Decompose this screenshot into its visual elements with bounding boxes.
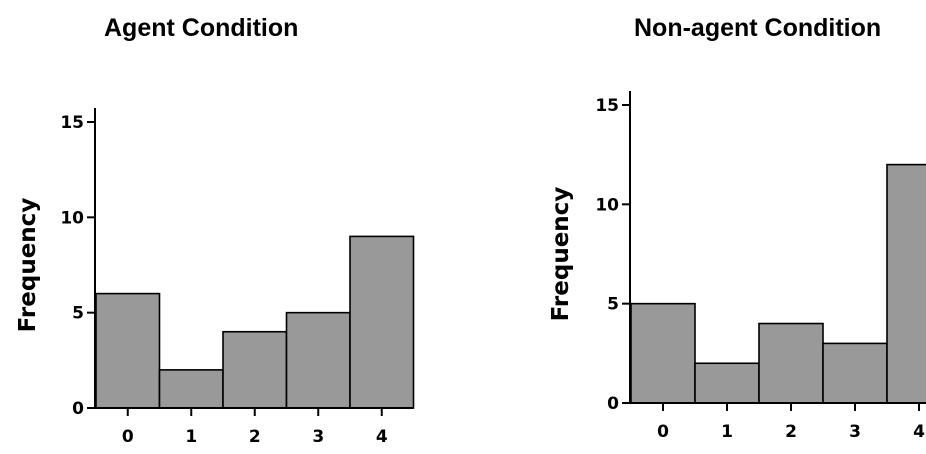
bars — [95, 235, 415, 409]
y-axis-label: Frequency — [548, 187, 574, 322]
agent-condition-plot: 0 5 10 15 0 1 2 3 4 Frequency — [15, 108, 415, 447]
chart-title: Non-agent Condition — [634, 14, 882, 42]
bar-3 — [822, 342, 888, 404]
bar-1 — [694, 362, 760, 404]
non-agent-condition-chart: Non-agent Condition 0 5 10 15 0 1 2 3 4 Frequency — [463, 0, 926, 454]
bar-2 — [222, 330, 288, 409]
y-tick-label: 5 — [607, 295, 619, 315]
chart-title: Agent Condition — [104, 14, 299, 42]
y-tick-label: 10 — [595, 195, 619, 215]
bar-0 — [95, 292, 161, 409]
x-tick-label: 0 — [122, 427, 134, 447]
bar-4 — [886, 163, 926, 404]
y-tick-label: 15 — [595, 96, 619, 116]
x-tick-label: 4 — [376, 427, 388, 447]
x-tick-label: 1 — [721, 422, 733, 442]
bar-4 — [349, 235, 415, 409]
bar-2 — [758, 322, 824, 404]
x-tick-label: 3 — [849, 422, 861, 442]
y-tick-label: 10 — [60, 208, 84, 228]
y-tick-label: 5 — [72, 304, 84, 324]
x-tick-label: 3 — [312, 427, 324, 447]
non-agent-condition-plot: 0 5 10 15 0 1 2 3 4 Frequency — [548, 91, 926, 442]
x-tick-label: 4 — [913, 422, 925, 442]
y-tick-label: 0 — [72, 399, 84, 419]
bar-3 — [285, 311, 351, 409]
bar-1 — [158, 369, 224, 409]
x-tick-label: 2 — [249, 427, 261, 447]
bar-0 — [630, 302, 696, 404]
y-tick-label: 15 — [60, 113, 84, 133]
y-axis-label: Frequency — [15, 198, 41, 333]
x-tick-label: 1 — [185, 427, 197, 447]
x-tick-label: 2 — [785, 422, 797, 442]
x-tick-label: 0 — [657, 422, 669, 442]
agent-condition-chart: Agent Condition 0 5 10 15 0 1 2 3 4 Frequency — [15, 14, 415, 447]
bars — [630, 163, 926, 404]
y-tick-label: 0 — [607, 394, 619, 414]
